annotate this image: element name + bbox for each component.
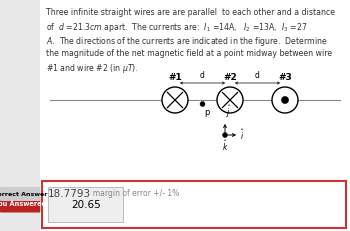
Text: p: p — [204, 108, 210, 117]
FancyBboxPatch shape — [48, 187, 123, 222]
Text: #1: #1 — [168, 73, 182, 82]
FancyBboxPatch shape — [42, 181, 346, 228]
Text: 18.7793: 18.7793 — [48, 189, 91, 199]
Circle shape — [217, 87, 243, 113]
Text: d: d — [200, 71, 205, 80]
Circle shape — [272, 87, 298, 113]
Bar — [0, 0, 40, 231]
FancyBboxPatch shape — [0, 197, 40, 213]
Text: 20.65: 20.65 — [71, 200, 101, 210]
Text: margin of error +/- 1%: margin of error +/- 1% — [88, 189, 180, 198]
Text: $A$.  The directions of the currents are indicated in the figure.  Determine: $A$. The directions of the currents are … — [46, 35, 328, 48]
FancyBboxPatch shape — [0, 187, 40, 201]
Circle shape — [162, 87, 188, 113]
Text: of  $d$ =21.3$cm$ apart.  The currents are:  $I_1$ =14A,   $I_2$ =13A,  $I_3$ =2: of $d$ =21.3$cm$ apart. The currents are… — [46, 21, 308, 34]
Circle shape — [223, 133, 228, 137]
Text: #2: #2 — [223, 73, 237, 82]
Text: $\hat{k}$: $\hat{k}$ — [222, 139, 228, 153]
Text: Three infinite straight wires are are parallel  to each other and a distance: Three infinite straight wires are are pa… — [46, 8, 335, 17]
Text: the magnitude of the net magnetic field at a point midway between wire: the magnitude of the net magnetic field … — [46, 49, 332, 58]
Text: d: d — [255, 71, 260, 80]
Text: You Answered: You Answered — [0, 201, 46, 207]
Circle shape — [281, 96, 289, 104]
Circle shape — [200, 101, 205, 106]
Text: Correct Answer: Correct Answer — [0, 191, 47, 197]
Text: #3: #3 — [278, 73, 292, 82]
Text: #1 and wire #2 (in $\mu T$).: #1 and wire #2 (in $\mu T$). — [46, 62, 139, 75]
Text: $\hat{i}$: $\hat{i}$ — [240, 128, 245, 142]
Text: $\hat{j}$: $\hat{j}$ — [226, 103, 232, 120]
